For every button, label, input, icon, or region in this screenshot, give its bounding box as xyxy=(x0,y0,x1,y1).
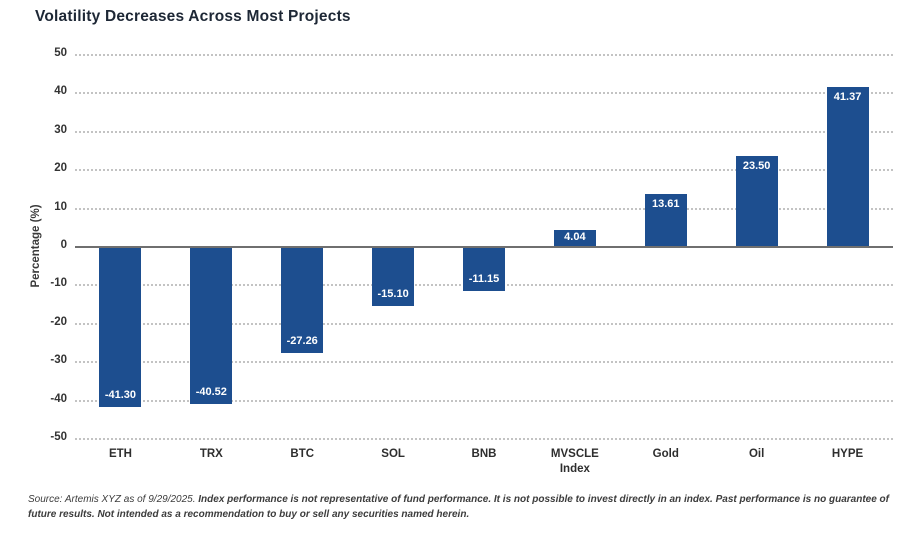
gridline xyxy=(75,130,893,133)
x-tick-label: BTC xyxy=(290,448,315,460)
bar xyxy=(735,155,778,246)
bar-value-label: -40.52 xyxy=(195,385,227,398)
bar-value-label: -15.10 xyxy=(377,287,409,300)
x-tick-label: TRX xyxy=(199,448,223,460)
gridline xyxy=(75,169,893,172)
plot-area: 50 40 30 20 10 0 -10 -20 -30 -40 -50 -41.30 ETH -40.5… xyxy=(50,47,893,475)
gridline xyxy=(75,322,893,325)
gridline xyxy=(75,438,893,440)
bar-value-label: 23.50 xyxy=(742,159,771,172)
gridline xyxy=(75,207,893,210)
bar xyxy=(99,248,142,407)
y-tick-label: 30 xyxy=(54,123,67,136)
gridline xyxy=(75,399,893,402)
y-tick-label: -40 xyxy=(50,392,67,405)
gridline xyxy=(75,361,893,364)
x-tick-label: Oil xyxy=(748,448,765,460)
bar-value-label: 4.04 xyxy=(564,231,586,243)
gridline xyxy=(75,54,893,56)
y-tick-label: -30 xyxy=(50,354,67,367)
source-text: Source: Artemis XYZ as of 9/29/2025. xyxy=(28,494,196,505)
y-tick-label: -10 xyxy=(50,277,67,290)
y-tick-label: -50 xyxy=(50,431,67,443)
x-tick-label: SOL xyxy=(381,448,405,460)
x-tick-label: Gold xyxy=(652,448,679,460)
y-tick-label: 50 xyxy=(54,47,67,59)
bar xyxy=(553,230,596,246)
footnote: Source: Artemis XYZ as of 9/29/2025. Ind… xyxy=(28,493,894,522)
bar-value-label: 13.61 xyxy=(652,197,680,210)
y-tick-label: 10 xyxy=(54,200,67,213)
x-tick-label: BNB xyxy=(471,448,497,460)
zero-baseline xyxy=(75,246,893,248)
bar-value-label: 41.37 xyxy=(833,91,862,104)
bar-value-label: -27.26 xyxy=(286,334,318,347)
y-tick-label: -20 xyxy=(50,315,67,328)
bar xyxy=(190,248,233,404)
x-tick-label: HYPE xyxy=(831,448,864,460)
y-tick-label: 0 xyxy=(60,239,67,251)
bar xyxy=(463,248,505,291)
disclaimer-text: Index performance is not representative … xyxy=(28,494,889,520)
x-tick-label: MVSCLE Index xyxy=(550,448,599,475)
bar xyxy=(644,193,687,246)
chart-title: Volatility Decreases Across Most Project… xyxy=(35,8,351,25)
gridline xyxy=(75,92,893,95)
y-tick-label: 20 xyxy=(54,162,67,175)
x-tick-label: ETH xyxy=(108,448,132,460)
bar-value-label: -41.30 xyxy=(104,388,137,401)
bar xyxy=(281,248,324,353)
bar-value-label: -11.15 xyxy=(468,272,500,285)
y-tick-label: 40 xyxy=(54,85,67,98)
bar xyxy=(372,248,415,306)
bar xyxy=(826,87,869,246)
